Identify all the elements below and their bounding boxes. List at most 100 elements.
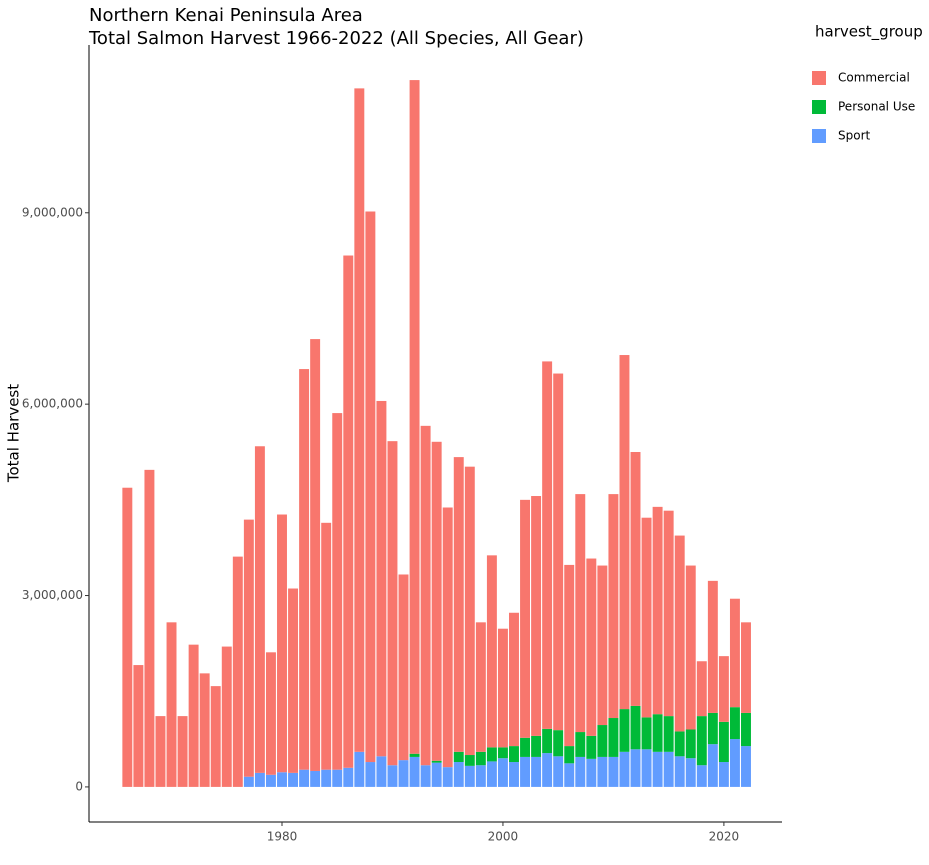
bar-segment: [343, 255, 354, 768]
bar-segment: [177, 716, 188, 787]
bar-segment: [464, 755, 475, 766]
bar-segment: [652, 506, 663, 715]
bar-segment: [663, 716, 674, 752]
bar-segment: [475, 765, 486, 787]
bar-segment: [254, 446, 265, 773]
bar-segment: [486, 555, 497, 748]
bar-segment: [133, 665, 144, 787]
bar-segment: [685, 729, 696, 759]
bar-segment: [288, 588, 299, 773]
bar-segment: [166, 622, 177, 787]
bar-segment: [332, 769, 343, 787]
bar-segment: [431, 441, 442, 761]
bar-segment: [243, 776, 254, 787]
bar-segment: [741, 622, 751, 713]
bar-segment: [619, 709, 630, 752]
x-tick-label: 2020: [709, 830, 740, 844]
y-tick-label: 3,000,000: [22, 588, 83, 602]
bar-segment: [277, 514, 287, 773]
bar-segment: [619, 751, 630, 787]
chart-subtitle: Total Salmon Harvest 1966-2022 (All Spec…: [88, 28, 584, 49]
bar-segment: [575, 732, 586, 757]
bar-segment: [464, 466, 475, 756]
bar-segment: [409, 753, 420, 757]
bar-segment: [531, 756, 542, 787]
bar-segment: [288, 772, 299, 787]
bar-segment: [520, 737, 531, 757]
bar-segment: [553, 373, 564, 731]
bar-segment: [597, 725, 608, 757]
bar-segment: [431, 762, 442, 787]
bar-segment: [475, 751, 486, 766]
bar-segment: [553, 756, 564, 787]
bar-segment: [564, 763, 575, 787]
bar-segment: [409, 756, 420, 787]
bar-segment: [718, 762, 729, 787]
bar-segment: [641, 749, 652, 787]
bar-segment: [674, 731, 685, 757]
bar-segment: [641, 717, 652, 750]
bar-segment: [453, 762, 464, 787]
bar-segment: [663, 510, 674, 717]
bar-segment: [122, 487, 133, 787]
bar-segment: [564, 746, 575, 764]
bar-segment: [409, 80, 420, 754]
bar-segment: [520, 756, 531, 787]
bar-segment: [729, 739, 740, 787]
bar-segment: [641, 517, 652, 718]
bar-segment: [696, 765, 707, 787]
bar-segment: [453, 457, 464, 752]
bar-segment: [420, 425, 431, 766]
bar-segment: [254, 772, 265, 787]
bar-segment: [453, 751, 464, 763]
bar-segment: [542, 753, 553, 787]
bar-segment: [685, 758, 696, 787]
bar-segment: [707, 712, 718, 745]
bar-segment: [265, 652, 276, 775]
bar-segment: [685, 565, 696, 730]
bar-segment: [497, 628, 508, 748]
bar-segment: [365, 762, 376, 787]
bar-segment: [729, 598, 740, 708]
bar-segment: [718, 721, 729, 763]
bar-segment: [741, 712, 751, 747]
bar-segment: [321, 769, 332, 787]
bar-segment: [707, 580, 718, 713]
y-axis-title: Total Harvest: [5, 384, 23, 483]
bar-segment: [188, 644, 199, 787]
bar-segment: [299, 369, 310, 770]
legend-label: Sport: [838, 129, 871, 143]
x-tick-label: 2000: [488, 830, 519, 844]
bar-segment: [542, 361, 553, 729]
bar-segment: [630, 705, 641, 750]
bar-segment: [442, 767, 453, 787]
bar-segment: [354, 751, 365, 787]
bar-segment: [696, 661, 707, 717]
bar-segment: [210, 686, 221, 787]
bar-segment: [486, 761, 497, 787]
bar-segment: [365, 211, 376, 763]
bar-segment: [221, 646, 232, 787]
legend-label: Personal Use: [838, 100, 915, 114]
bar-segment: [398, 760, 409, 787]
bar-segment: [442, 507, 453, 768]
x-tick-label: 1980: [267, 830, 298, 844]
bar-segment: [608, 756, 619, 787]
legend-label: Commercial: [838, 71, 910, 85]
bar-segment: [509, 762, 519, 787]
bar-segment: [509, 746, 519, 763]
bar-segment: [299, 769, 310, 787]
bar-segment: [497, 758, 508, 787]
bar-segment: [332, 413, 343, 770]
bar-segment: [586, 735, 597, 759]
bar-segment: [575, 756, 586, 787]
bar-segment: [232, 556, 243, 787]
bar-segment: [696, 716, 707, 766]
bar-segment: [663, 751, 674, 787]
y-tick-label: 0: [75, 779, 83, 793]
bar-segment: [674, 756, 685, 787]
bar-segment: [354, 88, 365, 752]
bar-segment: [586, 758, 597, 787]
chart-title: Northern Kenai Peninsula Area: [89, 5, 363, 26]
bar-segment: [277, 772, 287, 787]
